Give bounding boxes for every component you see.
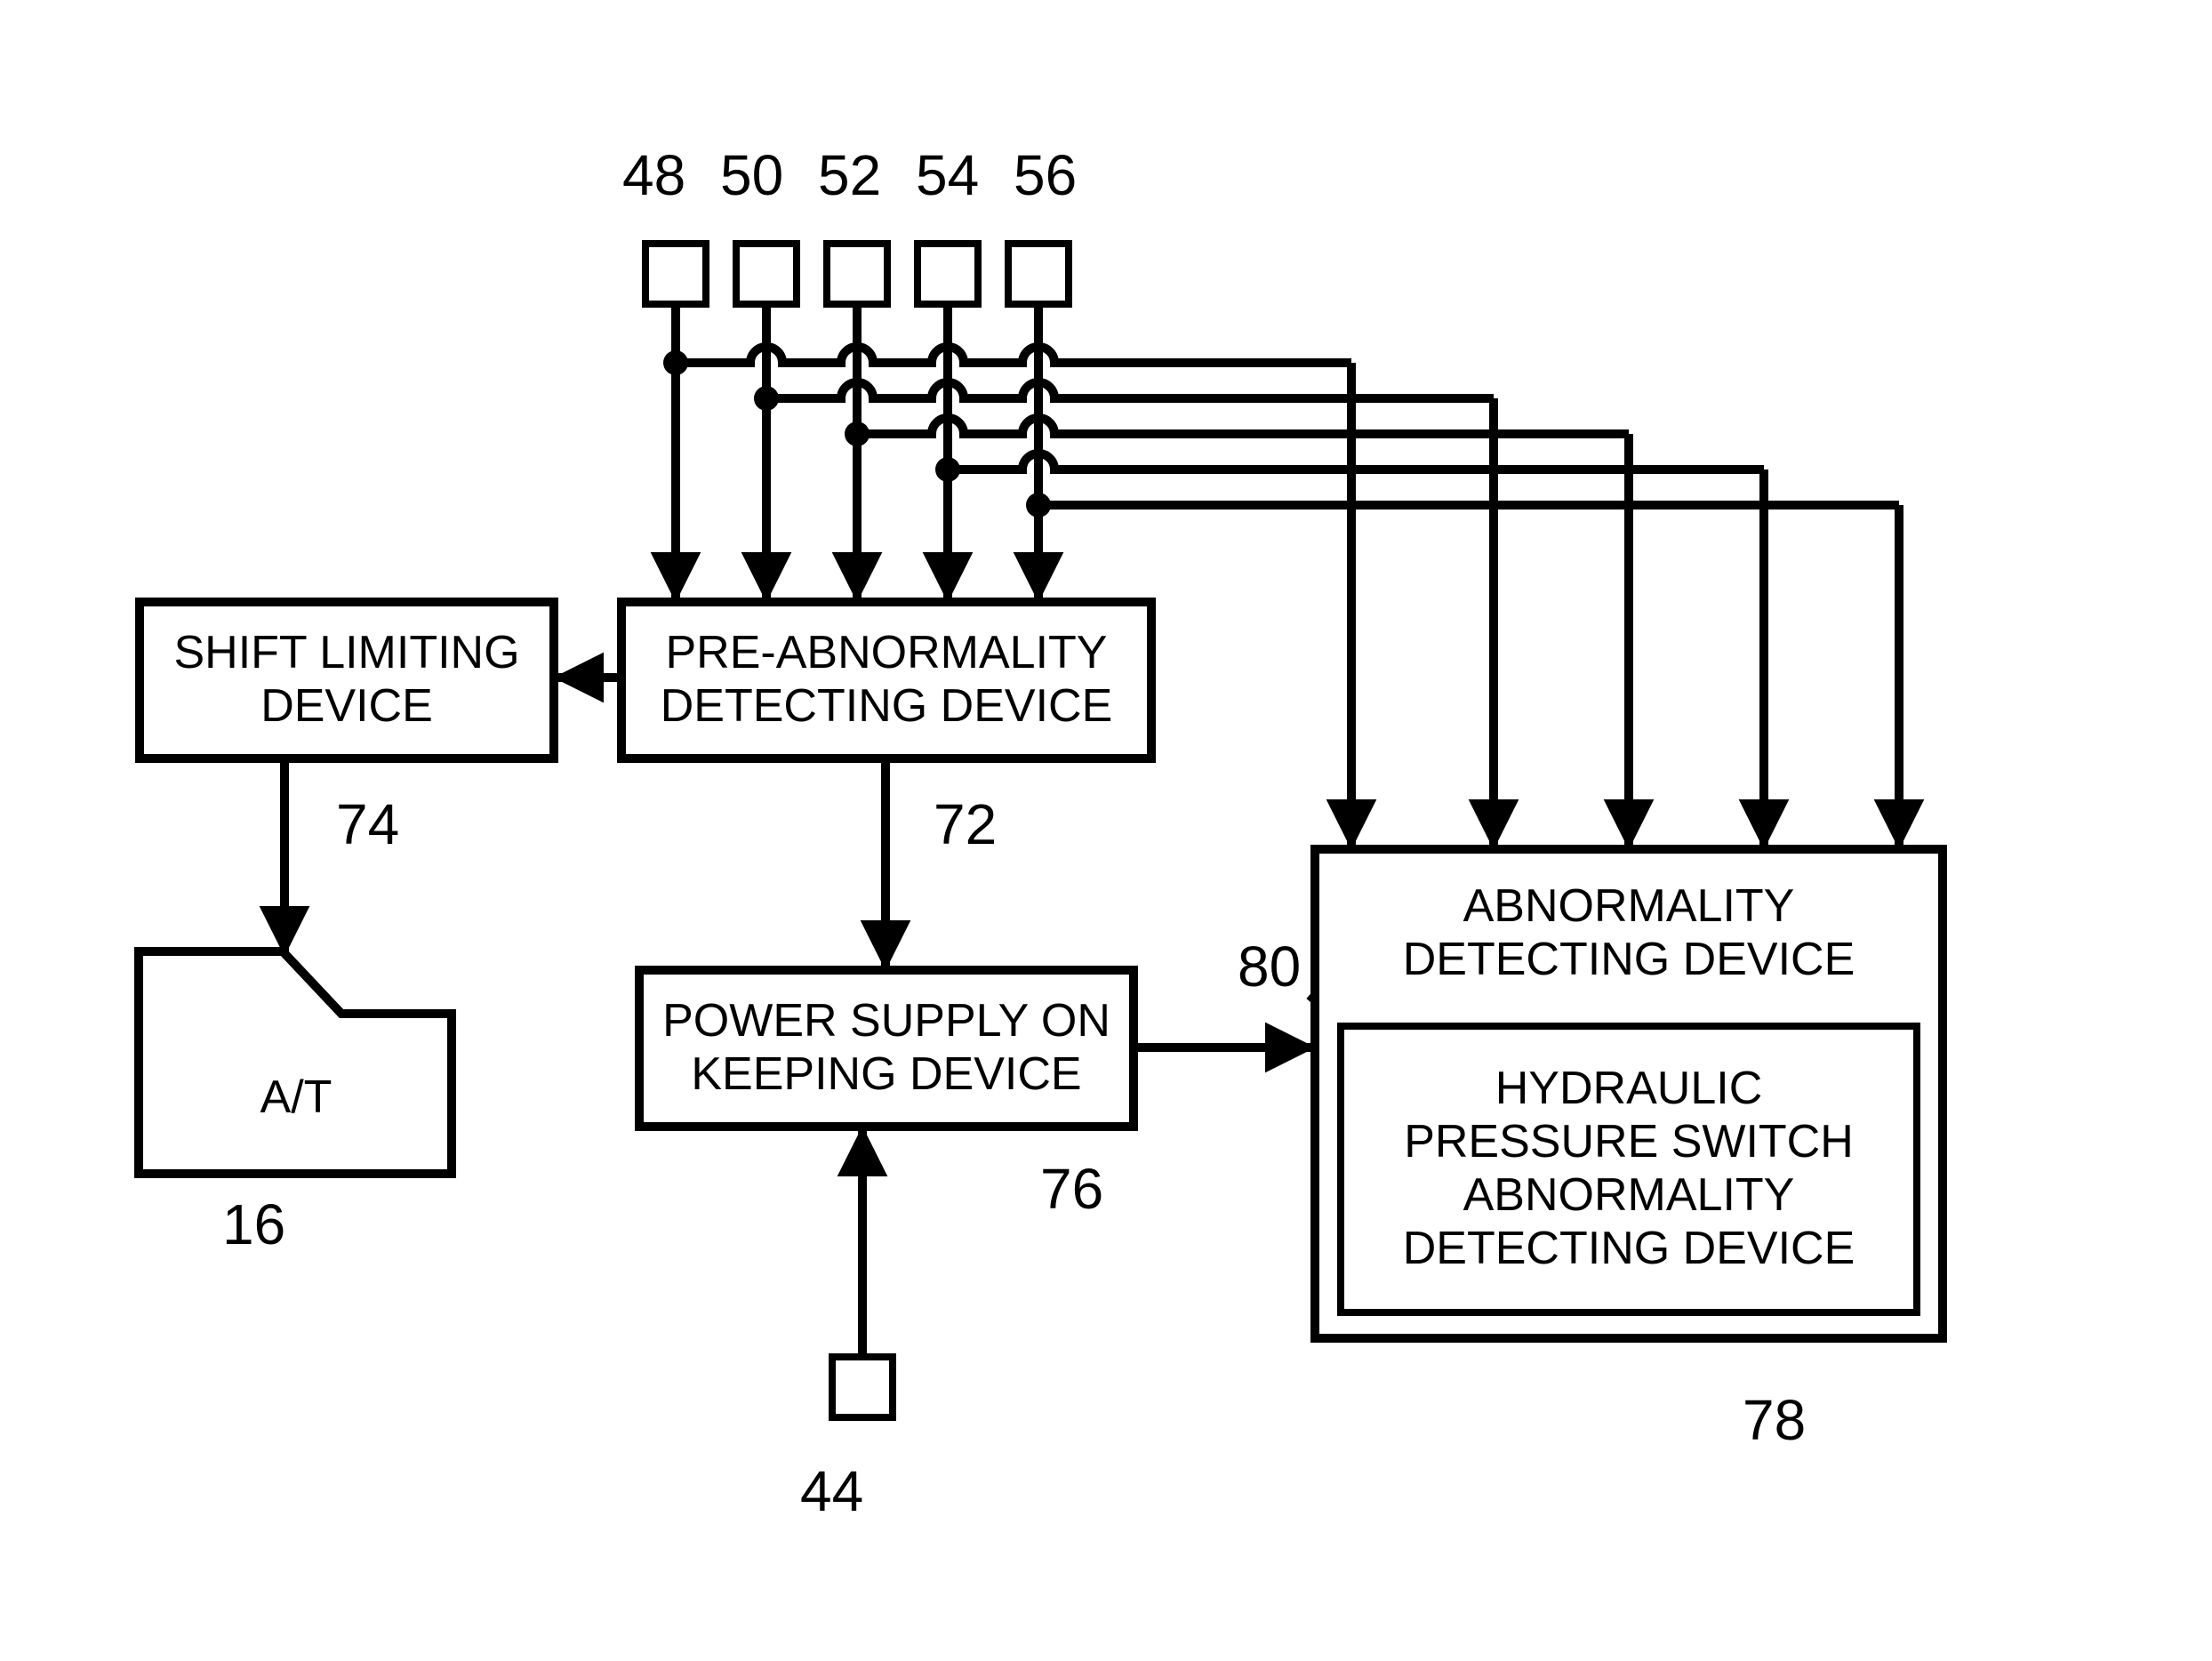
sensor-box-56 <box>1005 240 1072 308</box>
ref-label-76: 76 <box>1040 1156 1103 1222</box>
sensor-box-52 <box>823 240 891 308</box>
ref-label-54: 54 <box>916 142 979 208</box>
sensor-box-48 <box>642 240 709 308</box>
ref-label-44: 44 <box>800 1458 863 1524</box>
hydraulic-pressure-switch-abnormality-label: HYDRAULIC PRESSURE SWITCH ABNORMALITY DE… <box>1337 1023 1920 1316</box>
ref-label-78: 78 <box>1743 1387 1806 1453</box>
ref-label-16: 16 <box>222 1192 285 1257</box>
diagram-stage: SHIFT LIMITING DEVICE PRE-ABNORMALITY DET… <box>0 0 2212 1661</box>
ref-label-50: 50 <box>720 142 783 208</box>
power-supply-on-keeping-device-box-label: POWER SUPPLY ON KEEPING DEVICE <box>635 966 1138 1131</box>
ref-label-74: 74 <box>336 791 399 857</box>
ref-label-48: 48 <box>622 142 685 208</box>
connector-layer <box>0 0 2212 1661</box>
ref-label-56: 56 <box>1014 142 1077 208</box>
ref-label-80: 80 <box>1238 934 1301 999</box>
abnormality-detecting-device-label: ABNORMALITY DETECTING DEVICE <box>1310 854 1947 1014</box>
ref-label-72: 72 <box>934 791 997 857</box>
shift-limiting-device-box-label: SHIFT LIMITING DEVICE <box>135 598 558 763</box>
pre-abnormality-detecting-device-box-label: PRE-ABNORMALITY DETECTING DEVICE <box>617 598 1156 763</box>
sensor-box-44 <box>829 1353 896 1421</box>
ref-label-52: 52 <box>818 142 881 208</box>
sensor-box-50 <box>733 240 800 308</box>
sensor-box-54 <box>914 240 982 308</box>
at-box-label: A/T <box>229 1067 363 1129</box>
